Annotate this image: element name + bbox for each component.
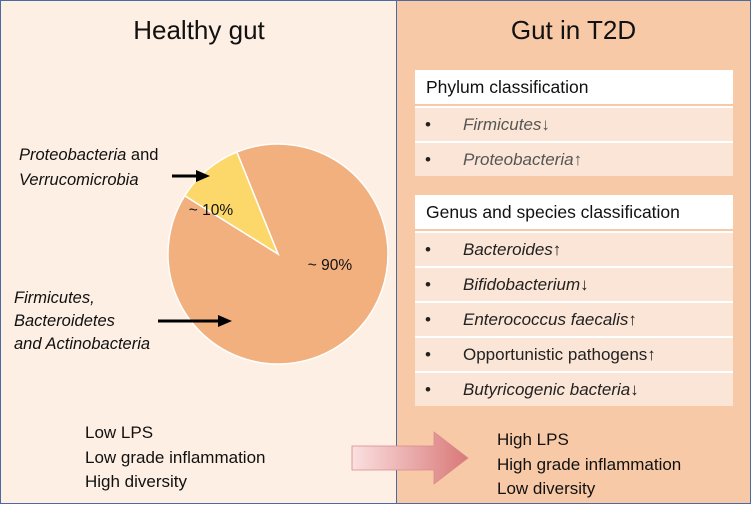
- transition-arrow: [351, 431, 469, 485]
- genus-header: Genus and species classification: [415, 195, 733, 231]
- genus-species-classification-box: Genus and species classification • Bacte…: [415, 195, 733, 406]
- bullet: •: [425, 275, 431, 294]
- label-proteobacteria: Proteobacteria: [19, 146, 127, 164]
- healthy-summary: Low LPS Low grade inflammation High dive…: [85, 421, 265, 495]
- bullet: •: [425, 380, 431, 399]
- label-proteobacteria-verrucomicrobia: Proteobacteria and Verrucomicrobia: [19, 143, 158, 193]
- genus-enterococcus-faecalis: Enterococcus faecalis↑: [463, 310, 637, 329]
- label-actinobacteria: and Actinobacteria: [14, 335, 151, 353]
- pie-slice-minor: [183, 151, 280, 256]
- phylum-classification-box: Phylum classification • Firmicutes↓ • Pr…: [415, 70, 733, 176]
- bullet: •: [425, 115, 431, 134]
- list-item: • Proteobacteria↑: [415, 141, 733, 176]
- pie-label-major: ~ 90%: [308, 257, 353, 274]
- label-firmicutes-bacteroidetes-actinobacteria: Firmicutes, Bacteroidetes and Actinobact…: [14, 287, 150, 356]
- summary-lps: High LPS: [497, 430, 569, 449]
- bullet: •: [425, 345, 431, 364]
- summary-inflammation: High grade inflammation: [497, 454, 682, 474]
- pie-chart: [167, 143, 389, 365]
- list-item: • Enterococcus faecalis↑: [415, 301, 733, 336]
- pie-label-minor: ~ 10%: [189, 202, 234, 219]
- label-firmicutes: Firmicutes,: [14, 289, 95, 307]
- healthy-gut-title: Healthy gut: [133, 15, 265, 45]
- list-item: • Butyricogenic bacteria↓: [415, 371, 733, 406]
- bullet: •: [425, 240, 431, 259]
- phylum-header: Phylum classification: [415, 70, 733, 106]
- t2d-summary: High LPS High grade inflammation Low div…: [497, 428, 681, 502]
- phylum-firmicutes: Firmicutes↓: [463, 115, 550, 134]
- summary-inflammation: Low grade inflammation: [85, 447, 266, 467]
- genus-opportunistic-pathogens: Opportunistic pathogens↑: [463, 345, 656, 364]
- label-verrucomicrobia: Verrucomicrobia: [19, 171, 139, 189]
- list-item: • Bifidobacterium↓: [415, 266, 733, 301]
- label-bacteroidetes: Bacteroidetes: [14, 312, 115, 330]
- genus-bifidobacterium: Bifidobacterium↓: [463, 275, 589, 294]
- list-item: • Opportunistic pathogens↑: [415, 336, 733, 371]
- list-item: • Bacteroides↑: [415, 231, 733, 266]
- summary-diversity: Low diversity: [497, 479, 596, 498]
- bullet: •: [425, 150, 431, 169]
- list-item: • Firmicutes↓: [415, 106, 733, 141]
- summary-diversity: High diversity: [85, 472, 188, 491]
- label-and: and: [126, 146, 159, 164]
- summary-lps: Low LPS: [85, 423, 154, 442]
- genus-butyricogenic-bacteria: Butyricogenic bacteria↓: [463, 380, 639, 399]
- t2d-gut-title: Gut in T2D: [510, 15, 637, 45]
- phylum-proteobacteria: Proteobacteria↑: [463, 150, 583, 169]
- pointer-arrow-minor: [172, 170, 210, 182]
- genus-bacteroides: Bacteroides↑: [463, 240, 562, 259]
- bullet: •: [425, 310, 431, 329]
- pointer-arrow-major: [158, 315, 232, 327]
